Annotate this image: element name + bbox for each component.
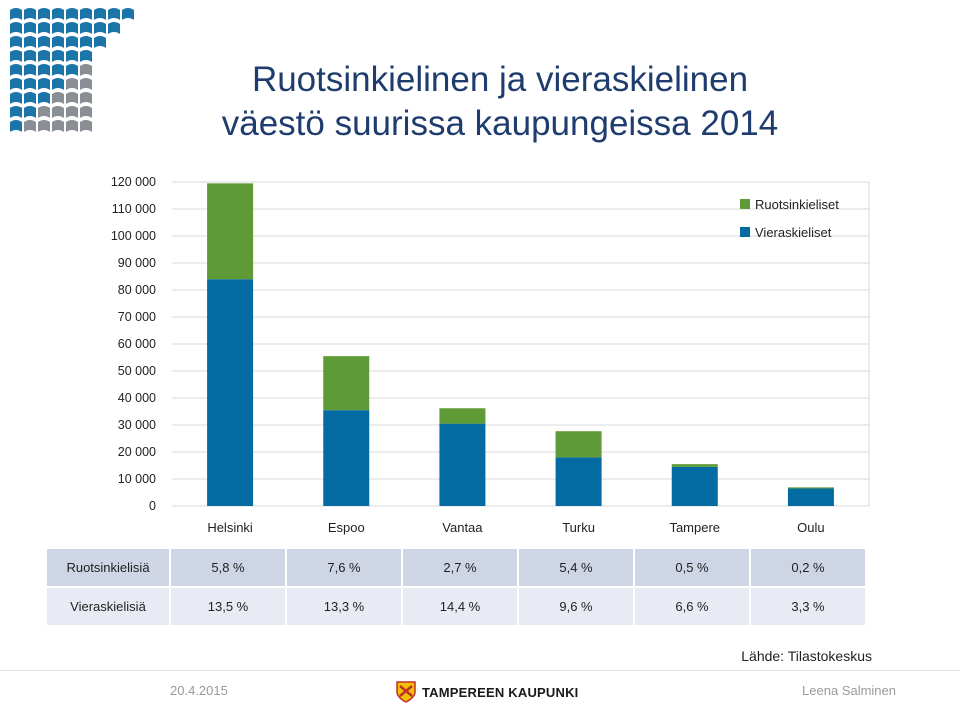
- title-line-2: väestö suurissa kaupungeissa 2014: [221, 104, 779, 143]
- table-row: Vieraskielisiä 13,5 % 13,3 % 14,4 % 9,6 % 6,6…: [47, 586, 867, 625]
- y-tick-label: 110 000: [112, 202, 156, 216]
- bar-vieraskieliset-tampere: [671, 466, 718, 506]
- legend-swatch: [740, 227, 750, 237]
- table-cell: 0,2 %: [751, 549, 867, 586]
- bar-ruotsinkieliset-oulu: [787, 487, 834, 489]
- footer-brand: TAMPEREEN KAUPUNKI: [396, 680, 578, 704]
- table-row: Ruotsinkielisiä 5,8 % 7,6 % 2,7 % 5,4 % 0,5 %…: [47, 549, 867, 586]
- page-title: Ruotsinkielinen ja vieraskielinen väestö…: [140, 58, 860, 146]
- y-tick-label: 120 000: [111, 175, 156, 189]
- y-tick-label: 30 000: [118, 418, 156, 432]
- table-cell: 13,3 %: [287, 586, 403, 625]
- y-tick-label: 70 000: [118, 310, 156, 324]
- x-tick-label: Oulu: [797, 520, 824, 535]
- table-cell: 7,6 %: [287, 549, 403, 586]
- y-tick-label: 40 000: [118, 391, 156, 405]
- y-tick-label: 80 000: [118, 283, 156, 297]
- percentage-table: Ruotsinkielisiä 5,8 % 7,6 % 2,7 % 5,4 % 0,5 %…: [47, 549, 867, 625]
- y-tick-label: 10 000: [118, 472, 156, 486]
- x-tick-label: Vantaa: [442, 520, 483, 535]
- legend-entry: Ruotsinkieliset: [755, 197, 839, 212]
- bar-vieraskieliset-espoo: [323, 410, 370, 506]
- legend-swatch: [740, 199, 750, 209]
- title-line-1: Ruotsinkielinen ja vieraskielinen: [251, 60, 749, 99]
- table-cell: 14,4 %: [403, 586, 519, 625]
- legend-entry: Vieraskieliset: [755, 225, 832, 240]
- table-cell: 9,6 %: [519, 586, 635, 625]
- y-tick-label: 90 000: [118, 256, 156, 270]
- source-note: Lähde: Tilastokeskus: [741, 648, 872, 664]
- footer-author: Leena Salminen: [802, 683, 896, 698]
- y-tick-label: 100 000: [111, 229, 156, 243]
- x-tick-label: Helsinki: [207, 520, 253, 535]
- city-crest-icon: [396, 681, 416, 703]
- table-cell: 3,3 %: [751, 586, 867, 625]
- bar-vieraskieliset-helsinki: [207, 279, 254, 506]
- table-cell: 0,5 %: [635, 549, 751, 586]
- table-cell: 6,6 %: [635, 586, 751, 625]
- footer-date: 20.4.2015: [170, 683, 228, 698]
- x-tick-label: Espoo: [328, 520, 365, 535]
- table-cell: 5,4 %: [519, 549, 635, 586]
- bar-ruotsinkieliset-turku: [555, 431, 602, 458]
- table-cell: 5,8 %: [171, 549, 287, 586]
- footer-brand-name: TAMPEREEN KAUPUNKI: [422, 684, 579, 700]
- bar-vieraskieliset-vantaa: [439, 423, 486, 506]
- table-cell: 13,5 %: [171, 586, 287, 625]
- x-tick-label: Tampere: [669, 520, 720, 535]
- y-tick-label: 0: [149, 499, 156, 513]
- table-row-label: Ruotsinkielisiä: [47, 549, 171, 586]
- table-row-label: Vieraskielisiä: [47, 586, 171, 625]
- bar-ruotsinkieliset-tampere: [671, 464, 718, 467]
- y-tick-label: 50 000: [118, 364, 156, 378]
- stacked-bar-chart: 0 10 000 20 000 30 000 40 000 50 000 60 000 70 …: [111, 175, 870, 535]
- bar-ruotsinkieliset-helsinki: [207, 183, 254, 280]
- footer-divider: [0, 670, 960, 671]
- bar-ruotsinkieliset-vantaa: [439, 408, 486, 424]
- table-cell: 2,7 %: [403, 549, 519, 586]
- bar-ruotsinkieliset-espoo: [323, 356, 370, 411]
- organization-logo: [10, 8, 134, 132]
- bar-vieraskieliset-oulu: [787, 488, 834, 506]
- y-tick-label: 20 000: [118, 445, 156, 459]
- x-tick-label: Turku: [562, 520, 595, 535]
- bar-vieraskieliset-turku: [555, 457, 602, 506]
- y-tick-label: 60 000: [118, 337, 156, 351]
